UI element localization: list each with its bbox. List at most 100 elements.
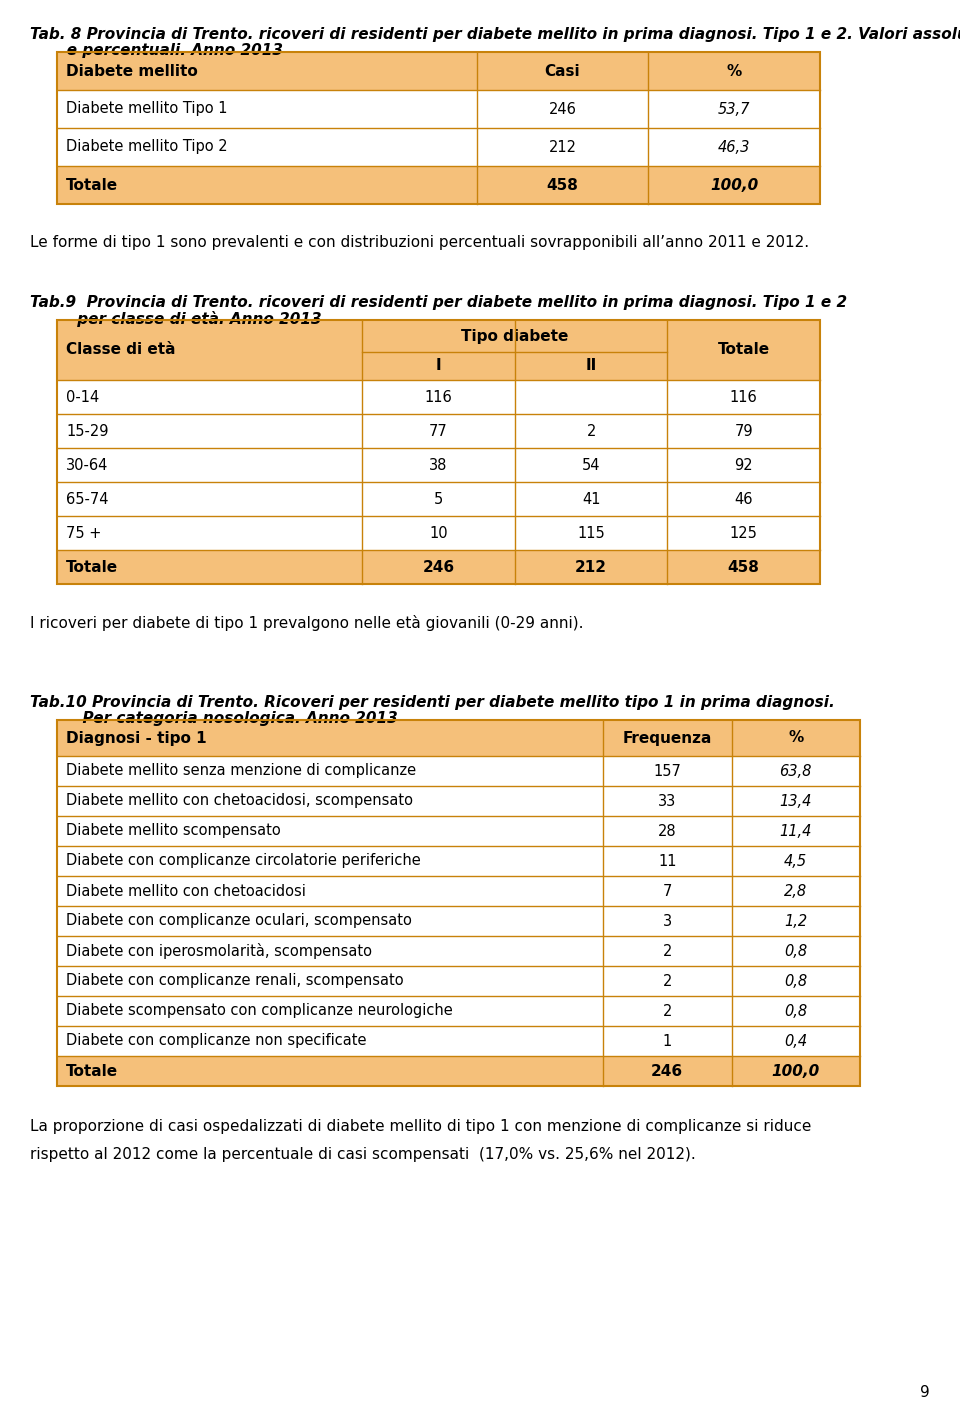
Bar bbox=[57, 166, 477, 204]
Text: 65-74: 65-74 bbox=[66, 492, 108, 506]
Bar bbox=[57, 52, 477, 91]
Bar bbox=[57, 1026, 860, 1056]
Bar bbox=[57, 91, 820, 128]
Bar bbox=[57, 816, 860, 846]
Text: 2: 2 bbox=[587, 424, 596, 438]
Text: 246: 246 bbox=[422, 560, 455, 574]
Text: Diabete con complicanze oculari, scompensato: Diabete con complicanze oculari, scompen… bbox=[66, 914, 412, 928]
Bar bbox=[57, 1056, 603, 1085]
Text: Totale: Totale bbox=[66, 177, 118, 193]
Text: 92: 92 bbox=[734, 458, 753, 472]
Text: Diabete mellito senza menzione di complicanze: Diabete mellito senza menzione di compli… bbox=[66, 764, 416, 778]
Bar bbox=[477, 52, 648, 91]
Text: 15-29: 15-29 bbox=[66, 424, 108, 438]
Text: 10: 10 bbox=[429, 526, 447, 540]
Text: Diabete mellito Tipo 1: Diabete mellito Tipo 1 bbox=[66, 102, 228, 116]
Text: 3: 3 bbox=[662, 914, 672, 928]
Text: 157: 157 bbox=[654, 764, 682, 778]
Text: 100,0: 100,0 bbox=[772, 1064, 820, 1078]
Text: 246: 246 bbox=[651, 1064, 684, 1078]
Bar bbox=[57, 448, 820, 482]
Text: Totale: Totale bbox=[66, 560, 118, 574]
Bar bbox=[57, 320, 362, 380]
Text: 100,0: 100,0 bbox=[710, 177, 758, 193]
Text: 116: 116 bbox=[424, 390, 452, 404]
Bar bbox=[57, 966, 860, 996]
Bar bbox=[57, 876, 860, 905]
Bar bbox=[603, 720, 732, 757]
Bar bbox=[57, 720, 603, 757]
Text: 212: 212 bbox=[548, 139, 577, 154]
Text: Frequenza: Frequenza bbox=[623, 731, 712, 745]
Text: Diabete mellito: Diabete mellito bbox=[66, 64, 198, 78]
Text: 7: 7 bbox=[662, 884, 672, 898]
Text: 54: 54 bbox=[582, 458, 600, 472]
Bar bbox=[57, 320, 820, 584]
Bar bbox=[732, 1056, 860, 1085]
Bar bbox=[667, 320, 820, 380]
Text: %: % bbox=[727, 64, 742, 78]
Text: 458: 458 bbox=[728, 560, 759, 574]
Text: 63,8: 63,8 bbox=[780, 764, 812, 778]
Bar bbox=[57, 996, 860, 1026]
Text: Totale: Totale bbox=[66, 1064, 118, 1078]
Text: 2,8: 2,8 bbox=[784, 884, 807, 898]
Text: 75 +: 75 + bbox=[66, 526, 102, 540]
Text: Per categoria nosologica. Anno 2013: Per categoria nosologica. Anno 2013 bbox=[30, 711, 397, 726]
Text: 0,8: 0,8 bbox=[784, 944, 807, 958]
Text: 30-64: 30-64 bbox=[66, 458, 108, 472]
Bar bbox=[57, 380, 820, 414]
Text: 46,3: 46,3 bbox=[718, 139, 751, 154]
Bar bbox=[515, 351, 667, 380]
Text: 2: 2 bbox=[662, 944, 672, 958]
Bar bbox=[732, 720, 860, 757]
Text: Diabete con complicanze circolatorie periferiche: Diabete con complicanze circolatorie per… bbox=[66, 853, 420, 869]
Text: Tab.10 Provincia di Trento. Ricoveri per residenti per diabete mellito tipo 1 in: Tab.10 Provincia di Trento. Ricoveri per… bbox=[30, 694, 835, 710]
Text: I: I bbox=[436, 359, 442, 374]
Bar bbox=[667, 550, 820, 584]
Text: Le forme di tipo 1 sono prevalenti e con distribuzioni percentuali sovrapponibil: Le forme di tipo 1 sono prevalenti e con… bbox=[30, 235, 809, 249]
Bar bbox=[57, 414, 820, 448]
Bar bbox=[362, 550, 515, 584]
Text: Diagnosi - tipo 1: Diagnosi - tipo 1 bbox=[66, 731, 206, 745]
Text: Diabete mellito scompensato: Diabete mellito scompensato bbox=[66, 823, 280, 839]
Text: 125: 125 bbox=[730, 526, 757, 540]
Text: 0,8: 0,8 bbox=[784, 1003, 807, 1019]
Bar bbox=[57, 52, 820, 204]
Bar bbox=[57, 937, 860, 966]
Bar bbox=[648, 166, 820, 204]
Text: 11,4: 11,4 bbox=[780, 823, 812, 839]
Text: Diabete mellito Tipo 2: Diabete mellito Tipo 2 bbox=[66, 139, 228, 154]
Text: 2: 2 bbox=[662, 1003, 672, 1019]
Bar bbox=[57, 482, 820, 516]
Text: Diabete con complicanze renali, scompensato: Diabete con complicanze renali, scompens… bbox=[66, 973, 403, 989]
Text: rispetto al 2012 come la percentuale di casi scompensati  (17,0% vs. 25,6% nel 2: rispetto al 2012 come la percentuale di … bbox=[30, 1146, 696, 1162]
Bar bbox=[57, 905, 860, 937]
Text: 46: 46 bbox=[734, 492, 753, 506]
Bar bbox=[57, 128, 820, 166]
Text: 212: 212 bbox=[575, 560, 607, 574]
Text: 2: 2 bbox=[662, 973, 672, 989]
Text: 0-14: 0-14 bbox=[66, 390, 99, 404]
Text: 116: 116 bbox=[730, 390, 757, 404]
Bar bbox=[477, 166, 648, 204]
Text: 4,5: 4,5 bbox=[784, 853, 807, 869]
Text: per classe di età. Anno 2013: per classe di età. Anno 2013 bbox=[30, 310, 322, 327]
Bar bbox=[362, 351, 515, 380]
Text: %: % bbox=[788, 731, 804, 745]
Text: Diabete scompensato con complicanze neurologiche: Diabete scompensato con complicanze neur… bbox=[66, 1003, 453, 1019]
Text: Diabete mellito con chetoacidosi, scompensato: Diabete mellito con chetoacidosi, scompe… bbox=[66, 794, 413, 809]
Text: 77: 77 bbox=[429, 424, 448, 438]
Text: 38: 38 bbox=[429, 458, 447, 472]
Bar bbox=[648, 52, 820, 91]
Text: 5: 5 bbox=[434, 492, 444, 506]
Bar bbox=[515, 550, 667, 584]
Text: 53,7: 53,7 bbox=[718, 102, 751, 116]
Text: 9: 9 bbox=[921, 1384, 930, 1400]
Text: 246: 246 bbox=[548, 102, 576, 116]
Text: Diabete con iperosmolarità, scompensato: Diabete con iperosmolarità, scompensato bbox=[66, 942, 372, 959]
Text: I ricoveri per diabete di tipo 1 prevalgono nelle età giovanili (0-29 anni).: I ricoveri per diabete di tipo 1 prevalg… bbox=[30, 615, 584, 631]
Text: Classe di età: Classe di età bbox=[66, 343, 176, 357]
Text: Tab.9  Provincia di Trento. ricoveri di residenti per diabete mellito in prima d: Tab.9 Provincia di Trento. ricoveri di r… bbox=[30, 295, 847, 310]
Text: Casi: Casi bbox=[544, 64, 580, 78]
